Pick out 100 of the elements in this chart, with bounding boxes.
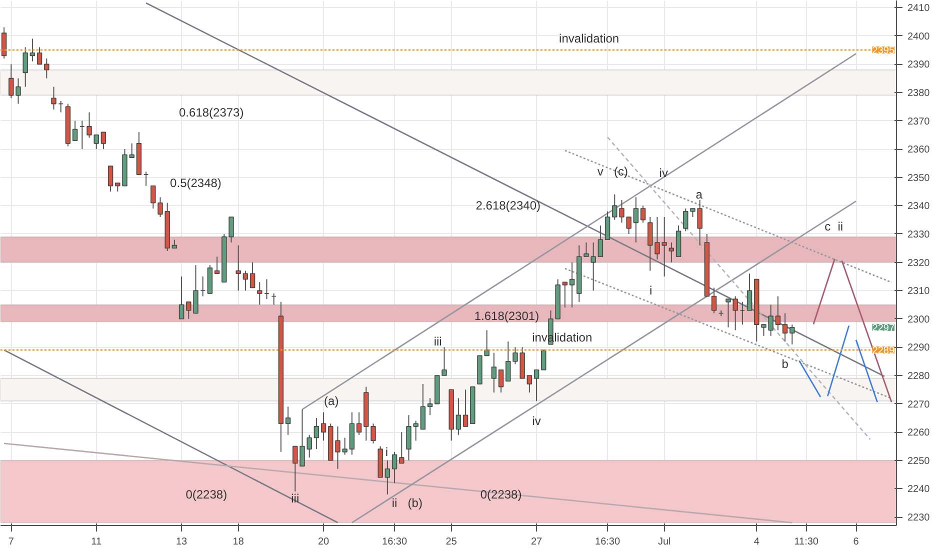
candlestick	[22, 46, 28, 88]
candlestick	[100, 132, 106, 150]
candlestick	[399, 432, 404, 464]
annotation: 0(2238)	[480, 487, 522, 502]
candlestick	[30, 38, 36, 62]
x-tick-label: 4	[754, 536, 760, 548]
y-tick-label: 2250	[908, 456, 930, 467]
candlestick	[790, 324, 795, 345]
annotation: 2.618(2340)	[476, 198, 540, 213]
annotation: 0.618(2373)	[179, 105, 244, 120]
x-tick-label: 27	[530, 536, 543, 548]
x-tick-label: 25	[446, 536, 458, 548]
y-tick-label: 2300	[908, 314, 930, 326]
candlestick	[292, 446, 298, 492]
x-tick-label: 11	[91, 536, 102, 548]
y-tick-label: 2230	[908, 512, 930, 524]
y-tick-label: 2410	[908, 3, 930, 14]
candlestick	[356, 412, 362, 436]
candlestick	[285, 406, 291, 436]
candlestick	[683, 208, 688, 232]
candlestick	[668, 242, 674, 263]
x-tick-label: 7	[8, 536, 14, 548]
y-tick-label: 2370	[908, 116, 930, 128]
candlestick	[648, 216, 653, 272]
annotation: ii	[838, 220, 844, 234]
candlestick	[406, 414, 412, 461]
annotation: (a)	[324, 394, 339, 408]
annotation: v	[597, 164, 604, 179]
y-tick-label: 2290	[908, 342, 930, 354]
candlestick	[782, 312, 788, 342]
candlestick	[604, 210, 610, 240]
annotation: 2297	[872, 322, 895, 334]
candlestick	[442, 346, 447, 376]
candlestick	[598, 225, 604, 258]
y-tick-label: 2270	[908, 399, 930, 410]
y-tick-label: 2240	[908, 484, 930, 496]
candlestick	[456, 398, 462, 436]
candlestick	[427, 398, 433, 416]
y-tick-label: 2380	[908, 88, 930, 99]
candlestick	[228, 216, 234, 243]
annotation: ii	[392, 496, 398, 510]
candlestick	[108, 166, 114, 192]
x-tick-label: Jul	[658, 536, 671, 548]
candlestick	[44, 58, 50, 79]
annotation: b	[782, 357, 789, 372]
ref-line-label: 2395	[872, 46, 895, 57]
y-tick-label: 2260	[908, 428, 930, 439]
annotation: i	[385, 444, 388, 459]
candlestick	[612, 194, 618, 220]
candlestick	[193, 264, 198, 314]
candlestick	[569, 262, 575, 308]
candlestick	[51, 86, 56, 110]
candlestick	[541, 350, 546, 370]
candlestick	[250, 262, 256, 288]
candlestick	[150, 185, 156, 210]
candlestick	[86, 112, 92, 138]
y-tick-label: 2310	[908, 286, 930, 298]
y-tick-label: 2280	[908, 371, 930, 382]
candlestick	[640, 205, 646, 224]
x-tick-label: 20	[318, 536, 330, 548]
candlestick	[633, 196, 639, 243]
candlestick	[626, 216, 632, 234]
annotation: a	[696, 187, 703, 202]
annotation: 1.618(2301)	[474, 309, 540, 324]
annotation: (b)	[408, 496, 422, 510]
candlestick	[619, 200, 624, 224]
annotation: iv	[659, 166, 668, 180]
x-tick-label: 13	[176, 536, 188, 548]
annotation: (c)	[614, 164, 628, 179]
x-tick-label: 6	[853, 536, 860, 548]
x-tick-label: 11:30	[794, 536, 819, 548]
candlestick	[236, 244, 241, 292]
candlestick	[186, 301, 192, 320]
candlestick	[462, 389, 468, 427]
candlestick	[590, 242, 596, 292]
candlestick	[498, 369, 504, 393]
x-tick-label: 16:30	[382, 536, 408, 548]
candlestick	[320, 412, 326, 442]
candlestick	[526, 375, 532, 393]
annotation: invalidation	[559, 32, 620, 46]
ref-line-label: 2289	[872, 346, 895, 357]
y-tick-label: 2350	[908, 172, 930, 184]
candlestick	[242, 270, 248, 292]
candlestick	[36, 46, 42, 65]
annotation: iii	[434, 334, 442, 349]
annotation: i	[650, 284, 652, 298]
candlestick	[534, 369, 540, 402]
annotation: c	[824, 220, 831, 234]
annotation: iv	[532, 414, 541, 428]
candlestick	[562, 282, 568, 308]
x-tick-label: 18	[232, 536, 244, 548]
y-tick-label: 2360	[908, 144, 930, 156]
candlestick	[484, 330, 490, 356]
candlestick	[584, 242, 589, 258]
candlestick	[94, 134, 99, 150]
candlestick	[257, 282, 262, 306]
candlestick	[413, 420, 418, 442]
annotation: 0(2238)	[186, 487, 228, 502]
candlestick	[775, 296, 781, 331]
candlestick	[370, 423, 376, 444]
